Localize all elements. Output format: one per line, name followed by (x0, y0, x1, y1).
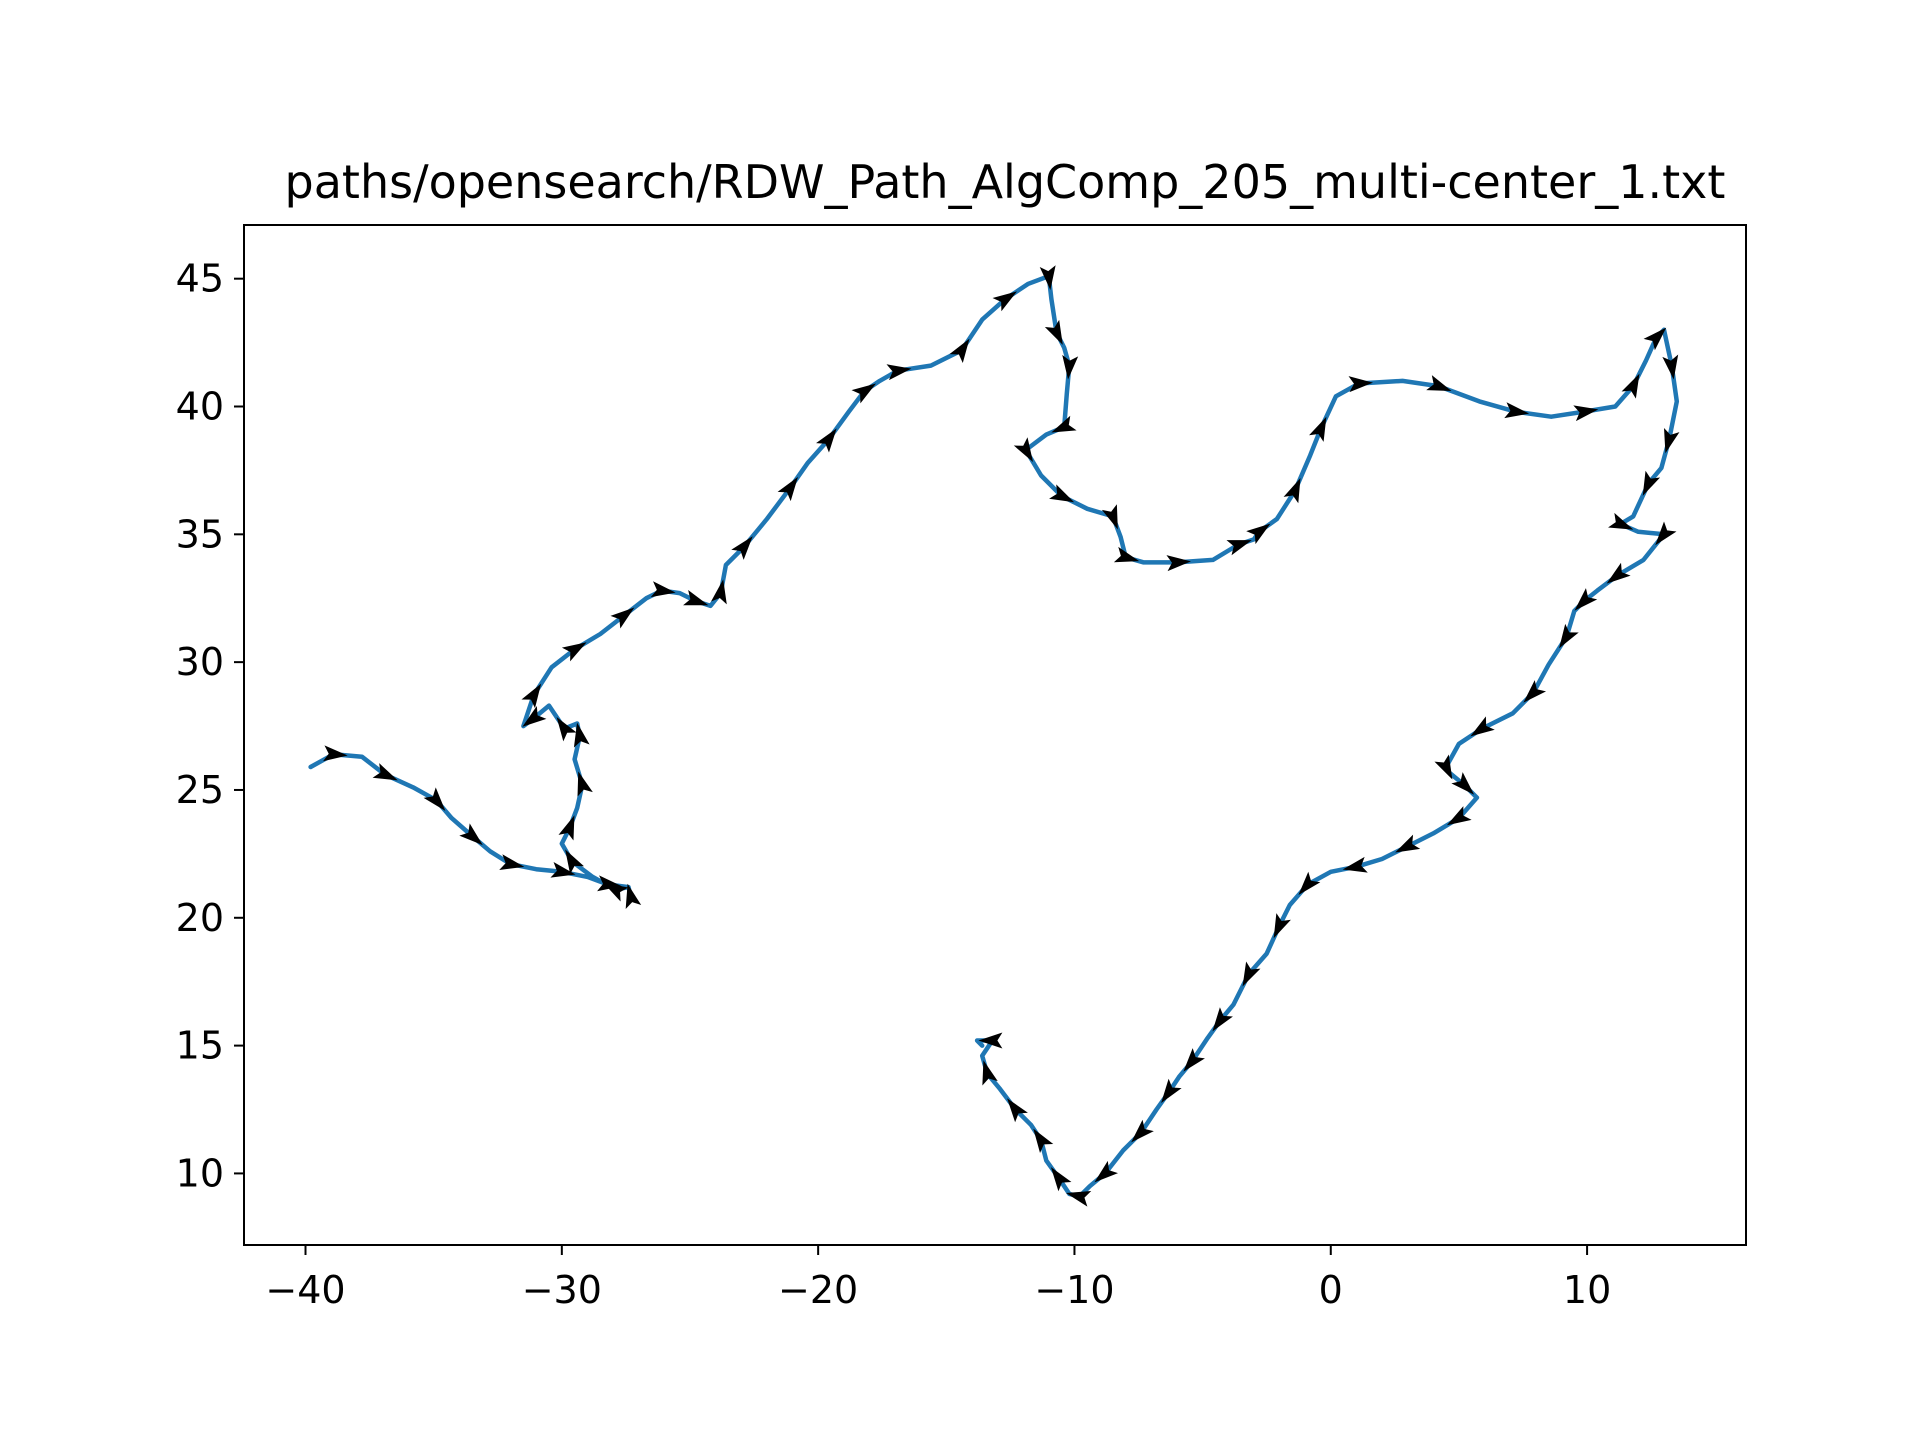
direction-arrow (1049, 484, 1075, 503)
direction-arrow (1348, 376, 1373, 393)
direction-arrow (573, 722, 590, 748)
direction-arrow (556, 716, 577, 742)
direction-arrow (577, 771, 593, 797)
direction-arrow (1273, 913, 1291, 939)
axes-frame (243, 224, 1747, 1246)
direction-arrow (1606, 562, 1631, 584)
y-tick-label: 35 (176, 512, 224, 556)
y-tick-label: 40 (176, 385, 224, 429)
direction-arrow (1446, 806, 1472, 826)
direction-arrow (372, 763, 398, 781)
chart-title: paths/opensearch/RDW_Path_AlgComp_205_mu… (285, 155, 1726, 209)
direction-arrow (1161, 1078, 1182, 1103)
direction-arrow (1066, 1191, 1092, 1207)
direction-arrow (499, 854, 525, 870)
direction-arrow (423, 787, 446, 811)
direction-arrow (1664, 427, 1680, 454)
direction-arrow (1183, 1048, 1205, 1072)
direction-arrow (1007, 1098, 1028, 1123)
direction-arrow (1246, 523, 1271, 545)
direction-arrow (1574, 588, 1598, 611)
y-tick-label: 20 (176, 896, 224, 940)
direction-arrow (1342, 856, 1368, 873)
direction-arrow (459, 823, 483, 846)
direction-arrow (1608, 512, 1634, 530)
direction-arrow (1434, 754, 1453, 780)
direction-arrow (1504, 402, 1530, 419)
direction-arrow (323, 745, 348, 762)
direction-arrow (949, 338, 970, 364)
direction-arrow (1523, 680, 1547, 703)
direction-arrow (1131, 1119, 1154, 1143)
direction-arrow (522, 706, 547, 727)
direction-arrow (1051, 415, 1077, 433)
x-tick-label: 10 (1563, 1268, 1611, 1312)
direction-arrow (731, 536, 753, 560)
direction-arrow (1470, 716, 1495, 737)
direction-arrow (1113, 546, 1140, 563)
direction-arrow (1033, 1128, 1054, 1153)
direction-arrow (1166, 555, 1191, 572)
direction-arrow (1050, 1167, 1072, 1192)
direction-arrow (1309, 416, 1327, 442)
direction-arrow (650, 581, 676, 598)
direction-arrow (886, 364, 912, 381)
direction-arrow (561, 642, 587, 662)
y-tick-label: 45 (176, 257, 224, 301)
direction-arrow (1451, 772, 1475, 795)
y-axis: 10 15 20 25 30 35 40 45 (176, 257, 244, 1195)
direction-arrow (1226, 540, 1252, 556)
x-tick-label: 0 (1319, 1268, 1343, 1312)
x-tick-label: −40 (265, 1268, 345, 1312)
direction-arrow (816, 428, 837, 453)
direction-arrow (603, 882, 629, 902)
y-tick-label: 25 (176, 768, 224, 812)
direction-arrow (565, 849, 585, 875)
direction-arrow (625, 883, 642, 909)
direction-arrow (982, 1060, 998, 1086)
direction-arrow (1395, 834, 1421, 853)
direction-arrow (1662, 354, 1679, 380)
direction-arrow (1643, 327, 1667, 351)
direction-arrow (1044, 319, 1063, 345)
direction-arrow (777, 476, 798, 502)
x-axis: −40 −30 −20 −10 0 10 (265, 1245, 1611, 1312)
direction-arrow (1642, 470, 1661, 496)
direction-arrow (558, 815, 575, 841)
direction-arrow (1062, 354, 1079, 380)
direction-arrow (1573, 405, 1599, 422)
direction-arrow (1426, 375, 1452, 392)
direction-arrow (1298, 871, 1321, 896)
direction-arrow (1094, 1160, 1119, 1183)
plot-layer (308, 265, 1680, 1207)
direction-arrow (1283, 478, 1301, 504)
direction-arrow (1039, 265, 1056, 291)
y-tick-label: 15 (176, 1024, 224, 1068)
y-tick-label: 10 (176, 1151, 224, 1195)
direction-arrow (1101, 504, 1118, 530)
y-tick-label: 30 (176, 640, 224, 684)
direction-arrow (851, 383, 876, 404)
direction-arrow (610, 607, 635, 629)
direction-arrow (683, 590, 709, 606)
x-tick-label: −10 (1034, 1268, 1114, 1312)
direction-arrow (1013, 437, 1034, 463)
direction-arrow (711, 579, 727, 605)
direction-arrow (550, 861, 576, 878)
direction-arrow (978, 1032, 1003, 1049)
direction-arrow (1242, 961, 1261, 987)
direction-arrow (521, 683, 542, 709)
x-tick-label: −20 (778, 1268, 858, 1312)
x-tick-label: −30 (522, 1268, 602, 1312)
direction-arrow (1655, 521, 1677, 546)
direction-arrow (1559, 623, 1579, 649)
direction-arrow (1212, 1007, 1233, 1032)
direction-arrow (992, 291, 1017, 312)
direction-arrow (1621, 373, 1640, 399)
